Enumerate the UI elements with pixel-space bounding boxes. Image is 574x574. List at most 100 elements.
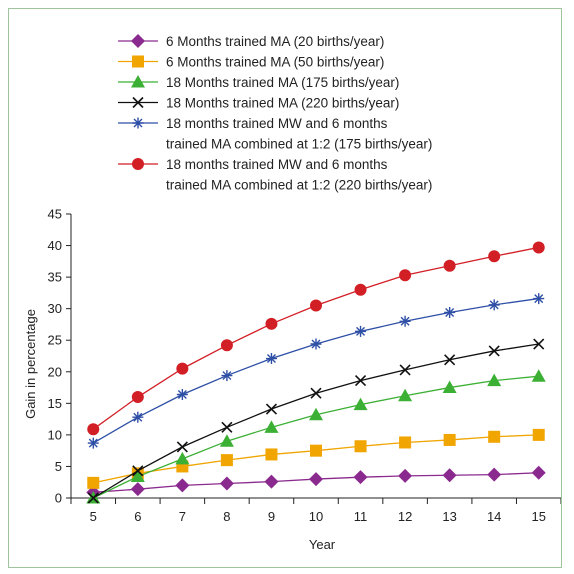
series-4-point	[265, 403, 278, 415]
legend-entry-3: 18 Months trained MA (175 births/year)	[118, 75, 399, 90]
series-5-point	[399, 315, 411, 327]
series-1-point	[309, 472, 323, 487]
y-tick-label: 0	[55, 491, 62, 506]
series-6-point	[265, 317, 278, 330]
legend-label: trained MA combined at 1:2 (220 births/y…	[166, 178, 432, 193]
legend: 6 Months trained MA (20 births/year) 6 Mo…	[118, 34, 432, 193]
series-4-point	[488, 345, 500, 357]
legend-marker	[132, 117, 144, 129]
series-5-point	[87, 437, 99, 449]
x-tick-label: 14	[487, 509, 501, 524]
legend-label: 6 Months trained MA (50 births/year)	[166, 55, 384, 70]
series-5-point	[444, 306, 456, 318]
series-2-point	[399, 436, 412, 449]
series-3-point	[398, 388, 413, 402]
series-4	[87, 338, 545, 504]
series-1-point	[219, 476, 234, 491]
x-tick-label: 9	[268, 509, 275, 524]
series-1-point	[531, 465, 546, 480]
series-2-point	[87, 476, 100, 489]
y-tick-label: 10	[48, 427, 62, 442]
series-6-line	[92, 246, 539, 430]
y-tick-label: 40	[48, 238, 62, 253]
series-3-point	[264, 420, 279, 433]
series-3-point	[309, 407, 323, 421]
series-5	[87, 293, 545, 449]
legend-marker	[131, 75, 145, 88]
series-1	[86, 465, 546, 500]
series-5-point	[310, 338, 322, 350]
series-3-point	[531, 369, 546, 382]
series-1-point	[175, 478, 190, 493]
series-4-point	[221, 421, 233, 433]
x-axis-title: Year	[309, 537, 336, 552]
legend-label: 18 months trained MW and 6 months	[166, 157, 388, 172]
x-tick-label: 11	[354, 509, 368, 524]
legend-entry-1: 6 Months trained MA (20 births/year)	[118, 34, 384, 49]
series-6-point	[443, 259, 456, 272]
series-1-point	[442, 468, 457, 483]
series-4-point	[176, 441, 188, 453]
series-2-point	[354, 440, 367, 453]
x-tick-label: 13	[442, 509, 456, 524]
series-4-point	[354, 375, 367, 387]
series-4-point	[87, 492, 99, 504]
legend-entry-5: 18 months trained MW and 6 months trained…	[118, 116, 432, 152]
y-tick-label: 20	[48, 364, 62, 379]
plot-area	[86, 241, 546, 504]
figure-frame: 6 Months trained MA (20 births/year) 6 Mo…	[8, 8, 562, 568]
x-tick-label: 10	[309, 509, 323, 524]
series-3-point	[219, 434, 234, 447]
series-4-point	[132, 465, 144, 477]
legend-marker	[132, 55, 144, 68]
x-tick-label: 7	[179, 509, 186, 524]
y-tick-label: 15	[48, 396, 62, 411]
x-tick-label: 5	[90, 509, 97, 524]
series-5-point	[533, 293, 545, 305]
series-6-point	[87, 423, 100, 436]
series-3-point	[130, 469, 145, 483]
y-axis-title: Gain in percentage	[23, 309, 38, 419]
series-3-point	[487, 373, 502, 387]
series-1-point	[353, 470, 368, 485]
series-2	[87, 428, 545, 489]
y-tick-label: 30	[48, 301, 62, 316]
legend-label: 18 months trained MW and 6 months	[166, 116, 388, 131]
series-6-point	[131, 391, 144, 404]
series-5-line	[92, 297, 539, 444]
x-tick-label: 8	[223, 509, 230, 524]
series-2-point	[443, 433, 456, 446]
axes: 0 5 10 15 20 25 30 35 40 45 5 6 7 8 9 10 11 12 13 14 15	[48, 207, 561, 524]
legend-label: trained MA combined at 1:2 (175 births/y…	[166, 137, 432, 152]
series-5-point	[488, 299, 500, 311]
x-tick-label: 12	[398, 509, 412, 524]
y-tick-label: 25	[48, 333, 62, 348]
legend-label: 18 Months trained MA (220 births/year)	[166, 96, 399, 111]
series-6-point	[488, 250, 501, 263]
series-3-point	[442, 380, 457, 394]
series-3-point	[353, 397, 368, 411]
series-1-point	[398, 468, 413, 483]
legend-marker	[132, 96, 144, 109]
series-2-point	[310, 444, 322, 457]
legend-marker	[131, 34, 145, 48]
y-tick-label: 45	[48, 207, 62, 222]
series-2-point	[488, 430, 501, 443]
series-5-point	[176, 388, 188, 400]
series-1-point	[487, 467, 502, 482]
series-5-point	[265, 353, 277, 365]
series-3-point	[175, 451, 190, 465]
legend-label: 6 Months trained MA (20 births/year)	[166, 34, 384, 49]
series-4-point	[310, 387, 322, 399]
series-6-point	[176, 362, 189, 375]
series-2-point	[220, 454, 233, 467]
series-6-point	[310, 299, 322, 312]
legend-entry-4: 18 Months trained MA (220 births/year)	[118, 96, 399, 111]
series-5-point	[355, 325, 367, 337]
series-6-point	[220, 339, 233, 352]
series-2-point	[532, 428, 545, 441]
series-6-point	[532, 241, 545, 254]
series-6-point	[399, 269, 412, 282]
series-4-point	[444, 354, 456, 366]
series-2-point	[265, 448, 278, 461]
